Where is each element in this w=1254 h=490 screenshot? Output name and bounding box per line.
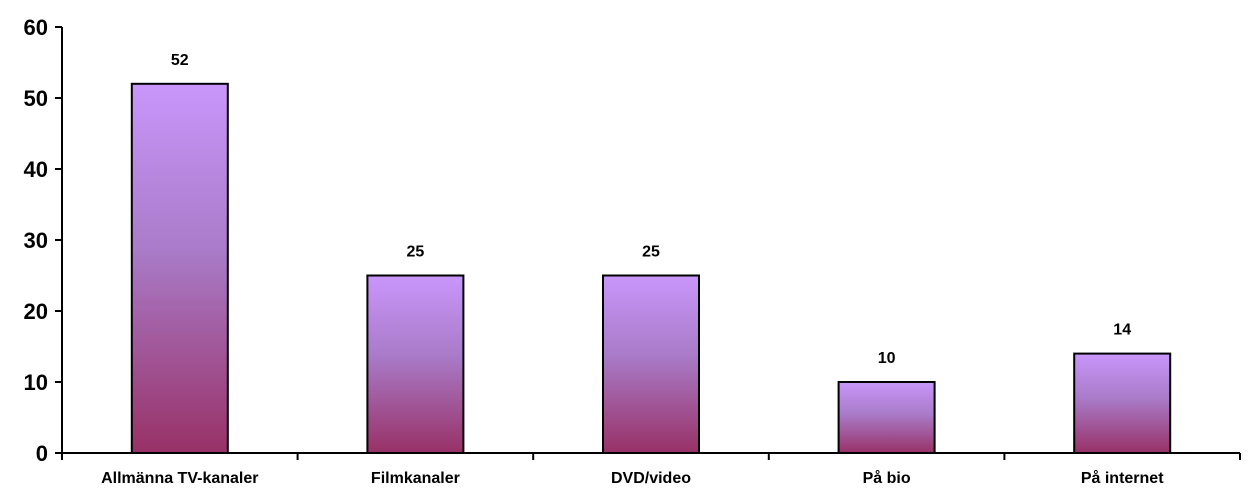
category-label-1: Allmänna TV-kanaler xyxy=(101,470,258,487)
data-label-5: 14 xyxy=(1113,322,1131,339)
bar-4 xyxy=(837,381,936,454)
data-label-1: 52 xyxy=(171,52,189,69)
y-tick-label-60: 60 xyxy=(24,15,48,40)
y-tick-label-20: 20 xyxy=(24,299,48,324)
data-label-4: 10 xyxy=(878,350,896,367)
bar-5 xyxy=(1073,352,1172,455)
y-tick-label-30: 30 xyxy=(24,228,48,253)
category-label-4: På bio xyxy=(863,469,911,487)
category-label-3: DVD/video xyxy=(611,470,691,487)
data-label-3: 25 xyxy=(642,244,660,261)
bar-2 xyxy=(366,274,465,454)
y-tick-label-40: 40 xyxy=(24,157,48,182)
axes-group xyxy=(55,26,1241,460)
y-tick-label-0: 0 xyxy=(36,441,48,466)
bars-group xyxy=(130,82,1172,455)
y-tick-label-10: 10 xyxy=(24,370,48,395)
bar-1 xyxy=(130,82,229,455)
labels-group: 52 Allmänna TV-kanaler 25 Filmkanaler 25 DVD/… xyxy=(24,15,1165,487)
category-label-5: På internet xyxy=(1081,469,1164,487)
y-tick-label-50: 50 xyxy=(24,86,48,111)
category-label-2: Filmkanaler xyxy=(371,470,460,487)
bar-3 xyxy=(602,274,700,454)
data-label-2: 25 xyxy=(407,244,425,261)
